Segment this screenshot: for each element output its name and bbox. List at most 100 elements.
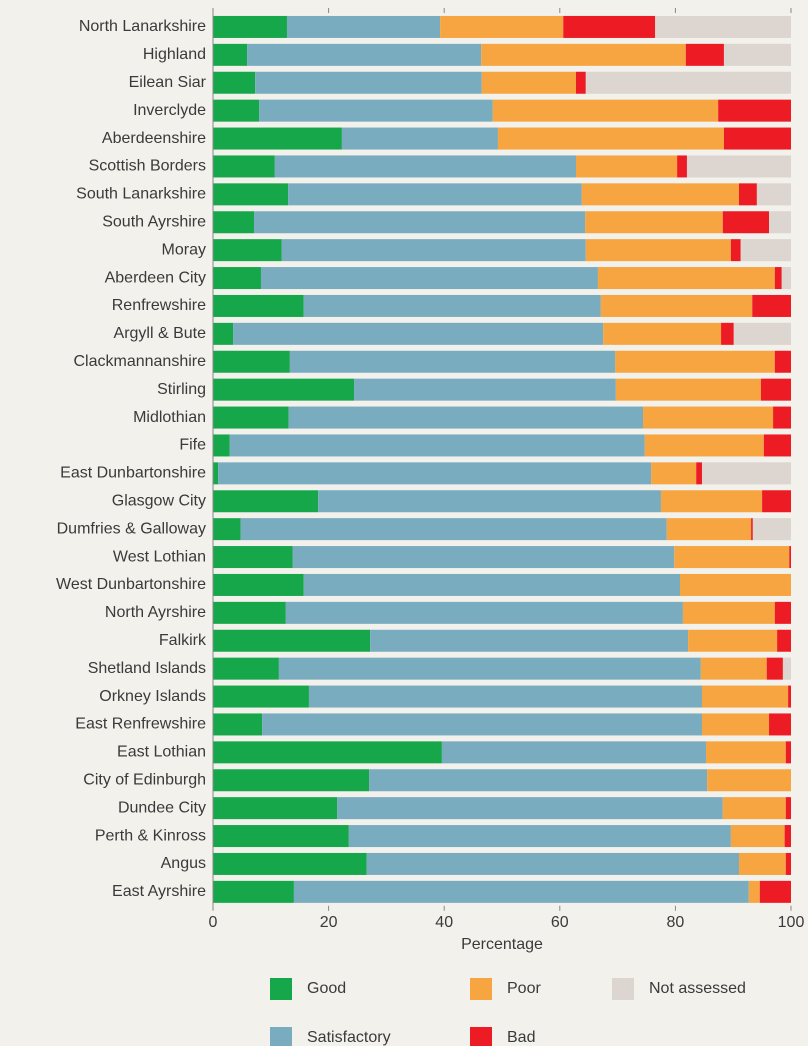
bar-segment (701, 713, 770, 736)
bar-segment (686, 155, 791, 178)
bar-segment (762, 490, 791, 513)
bar-segment (774, 601, 791, 624)
y-tick-label: West Dunbartonshire (56, 576, 206, 593)
bar-segment (575, 155, 678, 178)
bar-segment (292, 546, 675, 569)
bar-segment (213, 601, 286, 624)
bar-segment (274, 155, 576, 178)
bar-segment (738, 183, 757, 206)
bar-segment (723, 43, 791, 66)
bar-segment (366, 852, 739, 875)
bar-segment (218, 462, 652, 485)
bar-segment (285, 601, 683, 624)
legend-swatch (470, 978, 492, 1000)
bar-segment (706, 741, 786, 764)
y-tick-label: Glasgow City (112, 492, 206, 509)
legend-swatch (612, 978, 634, 1000)
legend-swatch (470, 1027, 492, 1046)
y-tick-label: Scottish Borders (89, 158, 206, 175)
bar-segment (666, 518, 752, 541)
bar-segment (752, 518, 791, 541)
y-tick-label: Stirling (157, 381, 206, 398)
y-tick-label: Midlothian (133, 409, 206, 426)
bar-segment (718, 99, 791, 122)
bar-segment (286, 15, 441, 38)
bar-segment (213, 294, 304, 317)
bar-segment (597, 267, 775, 290)
y-tick-label: Inverclyde (133, 102, 206, 119)
bar-segment (774, 350, 791, 373)
x-tick-label: 0 (209, 914, 218, 931)
bar-segment (785, 741, 791, 764)
bar-segment (781, 267, 791, 290)
bar-segment (213, 546, 293, 569)
bar-segment (213, 211, 255, 234)
legend-swatch (270, 978, 292, 1000)
bar-segment (213, 155, 275, 178)
bar-segment (348, 825, 731, 848)
bar-segment (643, 406, 774, 429)
bar-segment (213, 657, 279, 680)
bar-segment (213, 573, 304, 596)
bar-segment (777, 629, 791, 652)
bar-segment (707, 769, 791, 792)
bar-segment (723, 127, 791, 150)
bar-segment (354, 378, 616, 401)
y-tick-label: East Lothian (117, 744, 206, 761)
bar-segment (759, 880, 791, 903)
bar-segment (233, 322, 604, 345)
y-tick-label: Moray (162, 241, 206, 258)
bar-segment (213, 490, 319, 513)
bar-segment (213, 127, 342, 150)
bar-segment (788, 685, 791, 708)
bar-segment (213, 71, 256, 94)
bar-segment (262, 713, 702, 736)
y-tick-label: City of Edinburgh (83, 771, 206, 788)
bar-segment (308, 685, 702, 708)
y-tick-label: Renfrewshire (112, 297, 206, 314)
bar-segment (213, 43, 248, 66)
y-tick-label: Dundee City (118, 799, 206, 816)
bar-segment (370, 629, 689, 652)
legend-label: Not assessed (649, 980, 746, 997)
bar-segment (600, 294, 753, 317)
legend-label: Bad (507, 1029, 535, 1046)
bar-segment (293, 880, 749, 903)
bar-segment (774, 267, 782, 290)
bar-segment (685, 43, 724, 66)
legend-label: Good (307, 980, 346, 997)
bar-segment (674, 546, 790, 569)
bar-segment (213, 518, 241, 541)
y-tick-label: Falkirk (159, 632, 207, 649)
bar-segment (701, 462, 791, 485)
bar-segment (721, 322, 734, 345)
bar-segment (213, 406, 289, 429)
bar-segment (341, 127, 498, 150)
bar-segment (785, 797, 791, 820)
y-tick-label: East Ayrshire (112, 883, 206, 900)
bar-segment (481, 71, 576, 94)
bar-segment (213, 267, 261, 290)
bar-segment (481, 43, 686, 66)
y-tick-label: West Lothian (113, 548, 206, 565)
bar-segment (288, 406, 644, 429)
bar-segment (603, 322, 722, 345)
bar-segment (213, 629, 371, 652)
x-tick-label: 100 (778, 914, 805, 931)
bar-segment (760, 378, 791, 401)
bar-segment (575, 71, 586, 94)
y-tick-label: Perth & Kinross (95, 827, 206, 844)
bar-segment (492, 99, 719, 122)
bar-segment (660, 490, 763, 513)
bar-segment (766, 657, 783, 680)
y-tick-label: Fife (179, 437, 206, 454)
bar-segment (318, 490, 661, 513)
bar-segment (260, 267, 598, 290)
bar-segment (722, 797, 786, 820)
y-tick-label: Orkney Islands (99, 688, 206, 705)
y-tick-label: Dumfries & Galloway (57, 520, 206, 537)
bar-segment (680, 573, 791, 596)
bar-segment (213, 350, 290, 373)
bar-segment (213, 769, 370, 792)
